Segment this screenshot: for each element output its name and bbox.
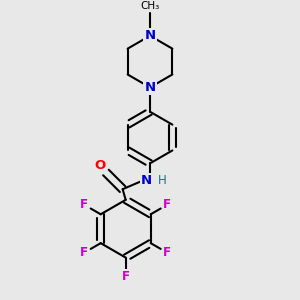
Text: F: F [163,198,171,212]
Text: F: F [163,246,171,259]
Text: O: O [95,159,106,172]
Text: CH₃: CH₃ [140,1,160,11]
Text: F: F [80,246,88,259]
Text: F: F [122,270,130,283]
Text: N: N [144,29,156,42]
Text: N: N [144,81,156,94]
Text: N: N [141,174,152,187]
Text: F: F [80,198,88,212]
Text: H: H [158,174,167,187]
